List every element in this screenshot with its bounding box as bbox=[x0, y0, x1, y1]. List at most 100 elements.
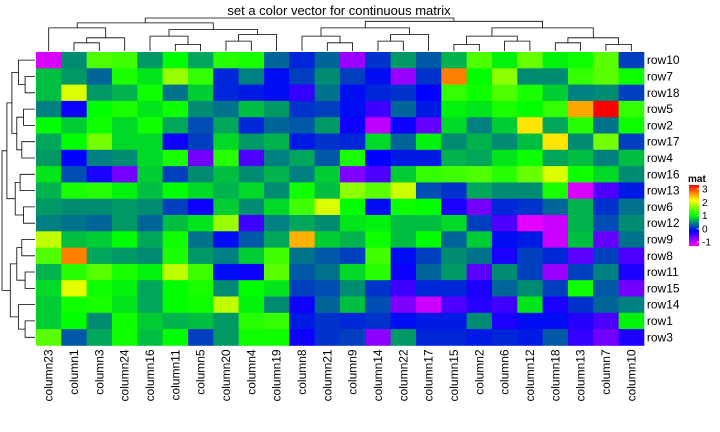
heatmap-cell bbox=[415, 133, 442, 151]
heatmap-cell bbox=[390, 215, 417, 232]
dendrogram-branch bbox=[364, 20, 543, 28]
heatmap-cell bbox=[289, 215, 316, 232]
heatmap-cell bbox=[187, 280, 214, 297]
heatmap-cell bbox=[593, 117, 619, 134]
heatmap-cell bbox=[441, 296, 468, 314]
heatmap-cell bbox=[238, 247, 265, 265]
heatmap-cell bbox=[36, 182, 62, 200]
heatmap-cell bbox=[339, 117, 366, 134]
heatmap-cell bbox=[441, 280, 468, 297]
heatmap-cell bbox=[263, 182, 290, 200]
heatmap-cell bbox=[339, 329, 366, 346]
heatmap-cell bbox=[339, 312, 366, 330]
heatmap-cell bbox=[263, 247, 290, 265]
heatmap-cell bbox=[466, 182, 493, 200]
heatmap-cell bbox=[86, 182, 113, 200]
heatmap-cell bbox=[593, 329, 619, 346]
heatmap-cell bbox=[415, 329, 442, 346]
heatmap-cell bbox=[213, 133, 240, 151]
heatmap-cell bbox=[86, 68, 113, 85]
heatmap-cell bbox=[263, 296, 290, 314]
dendrogram-branch bbox=[24, 76, 35, 94]
heatmap-cell bbox=[111, 198, 138, 216]
heatmap-cell bbox=[86, 84, 113, 102]
heatmap-cell bbox=[339, 280, 366, 297]
heatmap-cell bbox=[491, 68, 518, 85]
column-label: column11 bbox=[168, 349, 182, 400]
column-label: column24 bbox=[118, 349, 132, 401]
heatmap-cell bbox=[441, 149, 468, 167]
heatmap-cell bbox=[491, 280, 518, 297]
heatmap-cell bbox=[542, 280, 569, 297]
column-label: column5 bbox=[194, 349, 208, 395]
heatmap-cell bbox=[365, 166, 392, 183]
heatmap-cell bbox=[339, 133, 366, 151]
heatmap-cell bbox=[618, 52, 645, 69]
heatmap-cell bbox=[162, 133, 189, 151]
heatmap-cell bbox=[542, 263, 569, 281]
heatmap-cell bbox=[187, 68, 214, 85]
heatmap-cell bbox=[390, 182, 417, 200]
heatmap-cell bbox=[36, 149, 62, 167]
heatmap-cell bbox=[289, 166, 316, 183]
row-label: row12 bbox=[647, 216, 680, 230]
heatmap-cell bbox=[111, 68, 138, 85]
heatmap-cell bbox=[213, 68, 240, 85]
heatmap-cell bbox=[289, 312, 316, 330]
heatmap-cell bbox=[441, 198, 468, 216]
dendrogram-branch bbox=[326, 42, 354, 51]
heatmap-cell bbox=[542, 312, 569, 330]
heatmap-cell bbox=[289, 117, 316, 134]
heatmap-cell bbox=[491, 312, 518, 330]
heatmap-cell bbox=[162, 247, 189, 265]
heatmap-cell bbox=[162, 68, 189, 85]
row-label: row2 bbox=[647, 118, 673, 132]
heatmap-cell bbox=[618, 68, 645, 85]
heatmap-cell bbox=[491, 296, 518, 314]
heatmap-cell bbox=[618, 296, 645, 314]
heatmap-cell bbox=[314, 215, 341, 232]
heatmap-cell bbox=[593, 231, 619, 248]
heatmap-cell bbox=[441, 68, 468, 85]
heatmap-cell bbox=[187, 117, 214, 134]
heatmap-cell bbox=[567, 68, 594, 85]
heatmap-cell bbox=[111, 100, 138, 118]
row-dendrogram bbox=[1, 59, 35, 338]
heatmap-cell bbox=[36, 166, 62, 183]
heatmap-cell bbox=[618, 84, 645, 102]
heatmap-cell bbox=[339, 100, 366, 118]
row-label: row13 bbox=[647, 184, 680, 198]
legend-title: mat bbox=[688, 174, 706, 185]
heatmap-cell bbox=[339, 166, 366, 183]
heatmap-cell bbox=[289, 84, 316, 102]
heatmap-cell bbox=[61, 329, 88, 346]
heatmap-cell bbox=[162, 149, 189, 167]
heatmap-cell bbox=[36, 117, 62, 134]
column-label: column21 bbox=[320, 349, 334, 401]
legend-tick-label: 1 bbox=[702, 211, 708, 222]
dendrogram-branch bbox=[76, 22, 214, 30]
heatmap-cell bbox=[466, 280, 493, 297]
dendrogram-branch bbox=[48, 27, 107, 51]
heatmap-cell bbox=[567, 166, 594, 183]
heatmap-cell bbox=[314, 52, 341, 69]
heatmap-cell bbox=[111, 280, 138, 297]
heatmap-cell bbox=[238, 117, 265, 134]
dendrogram-branch bbox=[554, 42, 581, 51]
dendrogram-branch bbox=[11, 72, 19, 134]
dendrogram-branch bbox=[23, 108, 35, 126]
heatmap-cell bbox=[238, 296, 265, 314]
heatmap-cell bbox=[61, 263, 88, 281]
column-label: column23 bbox=[42, 349, 56, 401]
heatmap-cell bbox=[314, 231, 341, 248]
heatmap-cell bbox=[542, 247, 569, 265]
heatmap-cell bbox=[415, 68, 442, 85]
heatmap-cell bbox=[263, 84, 290, 102]
heatmap-cell bbox=[517, 133, 543, 151]
heatmap-cell bbox=[137, 247, 164, 265]
heatmap-cell bbox=[162, 100, 189, 118]
heatmap-cell bbox=[137, 329, 164, 346]
heatmap-cell bbox=[314, 280, 341, 297]
dendrogram-branch bbox=[377, 40, 404, 51]
